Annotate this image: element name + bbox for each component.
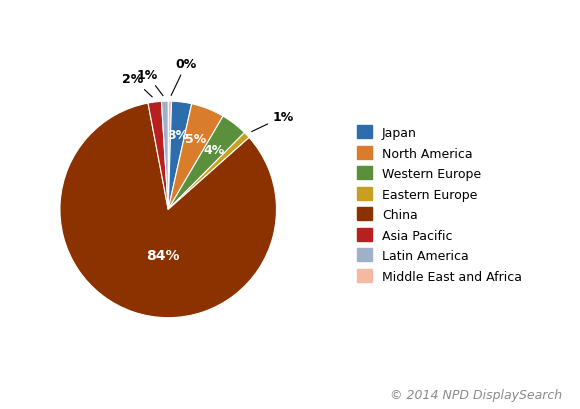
Wedge shape — [168, 104, 223, 210]
Text: 2%: 2% — [122, 73, 153, 98]
Text: 1%: 1% — [136, 68, 163, 97]
Text: © 2014 NPD DisplaySearch: © 2014 NPD DisplaySearch — [390, 388, 563, 401]
Wedge shape — [168, 133, 249, 210]
Text: 84%: 84% — [146, 248, 180, 262]
Text: 1%: 1% — [252, 110, 294, 132]
Wedge shape — [168, 117, 244, 210]
Wedge shape — [168, 102, 172, 210]
Wedge shape — [60, 104, 277, 318]
Wedge shape — [148, 102, 168, 210]
Text: 4%: 4% — [204, 144, 225, 157]
Wedge shape — [168, 102, 192, 210]
Text: 3%: 3% — [167, 128, 188, 142]
Text: 5%: 5% — [186, 133, 206, 146]
Legend: Japan, North America, Western Europe, Eastern Europe, China, Asia Pacific, Latin: Japan, North America, Western Europe, Ea… — [353, 122, 525, 287]
Text: 0%: 0% — [171, 58, 197, 96]
Wedge shape — [161, 102, 168, 210]
